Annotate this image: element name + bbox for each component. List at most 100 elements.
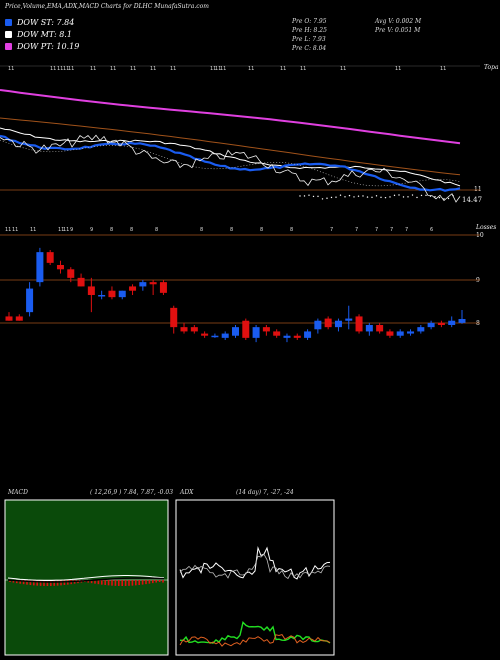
price-tick-8: 8 (476, 320, 480, 327)
price-tick-10: 10 (476, 232, 484, 239)
ema-date-label: 11 (170, 66, 176, 72)
legend-mt-swatch (5, 31, 12, 38)
candle-body (293, 335, 301, 338)
price-date-label: 8 (260, 227, 263, 233)
ema-marker (420, 194, 423, 197)
ema-date-label: 11 (215, 66, 221, 72)
candle-body (314, 320, 322, 330)
ema-st-line (0, 134, 461, 192)
ema-date-label: 11 (300, 66, 306, 72)
candle-body (108, 290, 116, 298)
candle-body (15, 316, 23, 321)
ema-marker (416, 196, 418, 199)
ema-marker (326, 197, 328, 199)
candle-body (26, 288, 34, 313)
ema-marker (335, 196, 337, 198)
chart-title: Price,Volume,EMA,ADX,MACD Charts for DLH… (5, 3, 209, 10)
ema-date-label: 11 (130, 66, 136, 72)
price-date-label: 7 (405, 227, 408, 233)
ema-marker (321, 198, 324, 200)
macd-panel (4, 499, 169, 656)
adx-plus-di-line (179, 546, 331, 580)
candle-body (56, 265, 64, 270)
candle-body (211, 335, 219, 338)
ema-marker (407, 196, 409, 198)
ema-date-label: 11 (150, 66, 156, 72)
ema-right-value-b: 14.47 (462, 196, 483, 204)
candle-body (201, 333, 209, 336)
candle-body (170, 307, 178, 328)
candle-body (77, 277, 85, 287)
candle-body (5, 316, 13, 321)
price-date-label: 7 (355, 227, 358, 233)
ema-marker (384, 196, 387, 199)
ema-axis-top-label: Topa (484, 64, 499, 71)
ema-marker (429, 195, 432, 197)
ema-price-line (0, 134, 461, 203)
candle-body (98, 295, 106, 297)
ema-date-label: 11 (50, 66, 56, 72)
adx-params: (14 day) 7, -27, -24 (236, 489, 294, 496)
ema-marker (348, 194, 351, 197)
candle-body (129, 286, 137, 291)
price-tick-9: 9 (476, 277, 480, 284)
macd-params: ( 12,26,9 ) 7.84, 7.87, -0.03 (90, 489, 174, 496)
ema-marker (434, 196, 436, 198)
ema-marker (389, 196, 391, 198)
ema-marker (398, 194, 400, 196)
price-date-label: 11 (30, 227, 36, 233)
candle-body (417, 327, 425, 332)
ema-date-label: 11 (248, 66, 254, 72)
legend-pt-label: DOW PT: 10.19 (17, 42, 80, 51)
ema-date-label: 11 (280, 66, 286, 72)
candle-body (345, 318, 353, 321)
candle-body (46, 252, 54, 263)
legend-st-label: DOW ST: 7.84 (17, 18, 75, 27)
ema-marker (366, 196, 369, 198)
price-date-label: 7 (390, 227, 393, 233)
ema-marker (317, 195, 319, 198)
ema-marker (362, 195, 364, 197)
ema-marker (299, 195, 301, 197)
ema-date-label: 11 (110, 66, 116, 72)
candle-body (67, 269, 75, 278)
ema-marker (393, 194, 396, 197)
ema-marker (357, 195, 360, 197)
price-date-label: 11 (58, 227, 64, 233)
candle-body (36, 252, 44, 283)
price-date-label: 8 (155, 227, 158, 233)
candle-body (232, 327, 239, 336)
price-date-label: 9 (90, 227, 93, 233)
ema-marker (438, 196, 441, 199)
price-date-label: 8 (290, 227, 293, 233)
stat-pre-open: Pre O: 7.95 (292, 18, 327, 25)
candle-body (87, 286, 95, 295)
ema-date-label: 11 (8, 66, 14, 72)
ema-date-label: 11 (210, 66, 216, 72)
adx-label: ADX (180, 489, 194, 496)
macd-label: MACD (8, 489, 28, 496)
ema-date-label: 11 (57, 66, 63, 72)
candle-body (149, 282, 157, 285)
ema-dotted-line (0, 139, 461, 187)
candle-body (427, 322, 435, 328)
legend-st: DOW ST: 7.84 (5, 18, 74, 27)
price-date-label: 11 (63, 227, 69, 233)
ema-marker (411, 194, 414, 196)
price-date-label: 8 (230, 227, 233, 233)
candle-body (273, 331, 281, 336)
candle-body (283, 335, 291, 338)
candle-body (355, 316, 363, 332)
candle-body (221, 333, 229, 338)
candle-body (252, 327, 260, 338)
stat-pre-close: Pre C: 8.04 (292, 45, 327, 52)
ema-marker (443, 198, 445, 200)
ema-marker (330, 196, 333, 199)
candle-body (448, 320, 456, 325)
adx-red-line (179, 634, 331, 647)
adx-background (175, 499, 335, 656)
price-date-label: 7 (375, 227, 378, 233)
stat-pre-low: Pre L: 7.93 (292, 36, 326, 43)
legend-pt: DOW PT: 10.19 (5, 42, 79, 51)
